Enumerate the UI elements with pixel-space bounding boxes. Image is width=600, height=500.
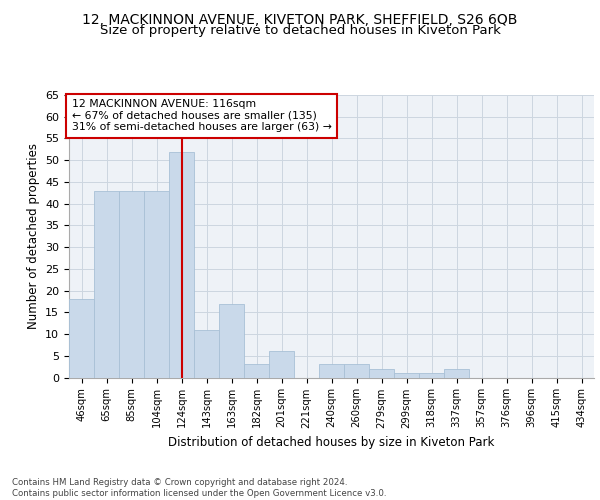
Bar [444,369,469,378]
Bar [269,352,294,378]
Bar [194,330,219,378]
Text: Contains HM Land Registry data © Crown copyright and database right 2024.
Contai: Contains HM Land Registry data © Crown c… [12,478,386,498]
Bar [219,304,244,378]
Bar [144,190,169,378]
Bar [169,152,194,378]
Bar [94,190,119,378]
Bar [319,364,344,378]
X-axis label: Distribution of detached houses by size in Kiveton Park: Distribution of detached houses by size … [169,436,494,449]
Text: Size of property relative to detached houses in Kiveton Park: Size of property relative to detached ho… [100,24,500,37]
Bar [69,300,94,378]
Bar [419,373,444,378]
Text: 12 MACKINNON AVENUE: 116sqm
← 67% of detached houses are smaller (135)
31% of se: 12 MACKINNON AVENUE: 116sqm ← 67% of det… [71,99,331,132]
Bar [394,373,419,378]
Bar [119,190,144,378]
Bar [244,364,269,378]
Bar [369,369,394,378]
Bar [344,364,369,378]
Text: 12, MACKINNON AVENUE, KIVETON PARK, SHEFFIELD, S26 6QB: 12, MACKINNON AVENUE, KIVETON PARK, SHEF… [82,12,518,26]
Y-axis label: Number of detached properties: Number of detached properties [26,143,40,329]
